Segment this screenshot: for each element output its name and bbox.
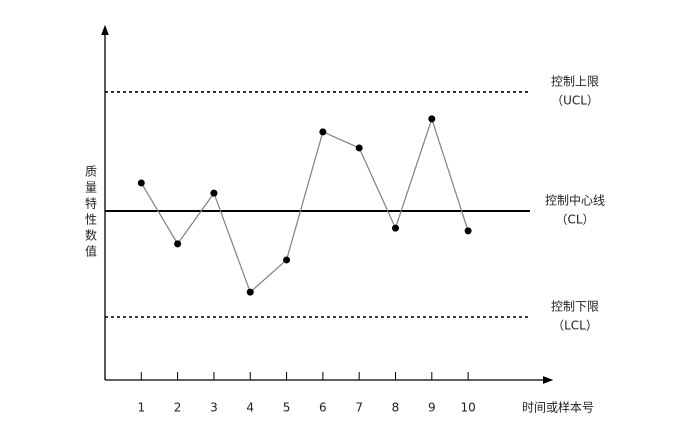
x-tick-label: 3	[210, 401, 218, 415]
x-tick-label: 7	[355, 401, 363, 415]
data-point	[319, 128, 327, 136]
x-tick-label: 2	[174, 401, 182, 415]
control-line-sublabel: （LCL）	[552, 319, 598, 333]
x-tick-label: 8	[392, 401, 400, 415]
data-point	[283, 256, 291, 264]
x-axis-label: 时间或样本号	[522, 400, 594, 415]
x-tick-label: 10	[460, 401, 475, 415]
x-tick-label: 5	[283, 401, 291, 415]
control-line-label: 控制下限	[551, 300, 599, 314]
control-line-sublabel: （UCL）	[551, 93, 599, 107]
data-point	[391, 224, 399, 232]
x-tick-label: 9	[428, 401, 436, 415]
control-line-sublabel: （CL）	[555, 212, 594, 226]
control-line-label: 控制上限	[551, 74, 599, 88]
x-tick-label: 6	[319, 401, 327, 415]
data-point	[464, 227, 472, 235]
x-tick-label: 1	[137, 401, 145, 415]
y-axis-label: 质量特性数值	[84, 165, 98, 261]
data-point	[246, 288, 254, 296]
control-line-label: 控制中心线	[545, 192, 605, 207]
x-tick-label: 4	[246, 401, 254, 415]
data-point	[355, 144, 363, 152]
data-point	[137, 179, 145, 187]
data-point	[174, 240, 182, 248]
data-point	[210, 189, 218, 197]
data-point	[428, 115, 436, 123]
series-line	[140, 116, 469, 294]
